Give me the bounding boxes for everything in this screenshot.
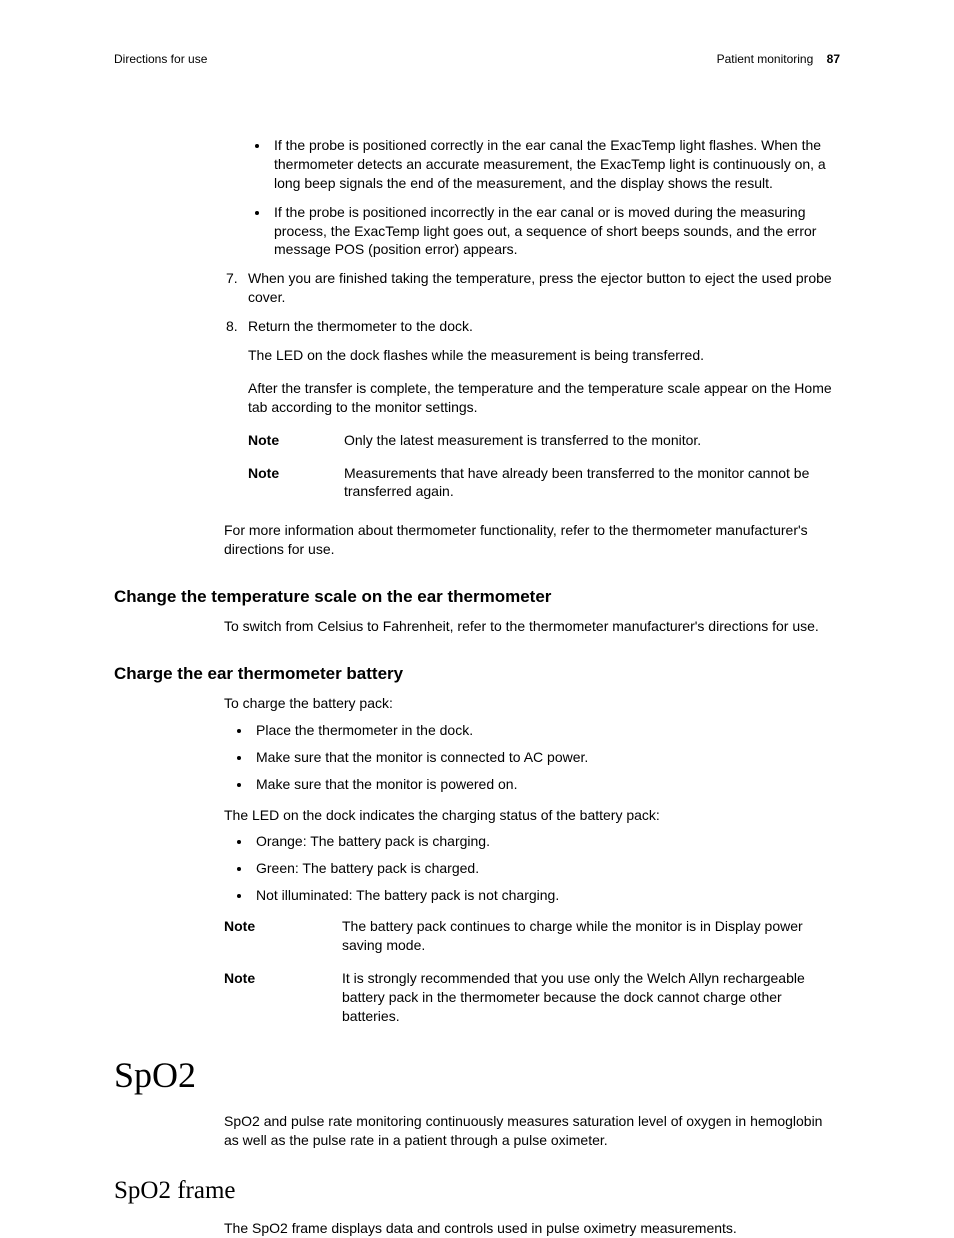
spo2-body: SpO2 and pulse rate monitoring continuou… xyxy=(224,1112,840,1150)
spo2-frame-text: The SpO2 frame displays data and control… xyxy=(224,1219,840,1238)
list-item: Green: The battery pack is charged. xyxy=(252,859,840,878)
step-number: 8. xyxy=(226,317,238,336)
list-item: Make sure that the monitor is connected … xyxy=(252,748,840,767)
step-text: Return the thermometer to the dock. xyxy=(248,318,473,334)
note-text: Only the latest measurement is transferr… xyxy=(344,431,840,450)
charge-intro: To charge the battery pack: xyxy=(224,694,840,713)
note-text: It is strongly recommended that you use … xyxy=(342,969,840,1026)
note-label: Note xyxy=(224,917,342,955)
page-number: 87 xyxy=(827,52,840,66)
note-row: Note The battery pack continues to charg… xyxy=(224,917,840,955)
probe-bullets: If the probe is positioned correctly in … xyxy=(224,136,840,259)
header-right: Patient monitoring 87 xyxy=(717,52,840,66)
charge-body: To charge the battery pack: Place the th… xyxy=(224,694,840,1026)
note-row: Note Only the latest measurement is tran… xyxy=(248,431,840,450)
header-left: Directions for use xyxy=(114,52,207,66)
step-text: When you are finished taking the tempera… xyxy=(248,270,832,305)
numbered-steps: 7. When you are finished taking the temp… xyxy=(224,269,840,336)
change-scale-text: To switch from Celsius to Fahrenheit, re… xyxy=(224,617,840,636)
list-item: If the probe is positioned incorrectly i… xyxy=(270,203,840,260)
note-label: Note xyxy=(224,969,342,1026)
spo2-frame-body: The SpO2 frame displays data and control… xyxy=(224,1219,840,1238)
step-item: 7. When you are finished taking the temp… xyxy=(248,269,840,307)
spo2-frame-heading: SpO2 frame xyxy=(114,1177,840,1205)
list-item: Place the thermometer in the dock. xyxy=(252,721,840,740)
header-section: Patient monitoring xyxy=(717,52,814,66)
more-info-text: For more information about thermometer f… xyxy=(224,521,840,559)
note-text: The battery pack continues to charge whi… xyxy=(342,917,840,955)
spo2-heading: SpO2 xyxy=(114,1054,840,1096)
note-label: Note xyxy=(248,464,344,502)
sub-paragraph: After the transfer is complete, the temp… xyxy=(248,379,840,417)
sub-paragraph: The LED on the dock flashes while the me… xyxy=(248,346,840,365)
change-scale-body: To switch from Celsius to Fahrenheit, re… xyxy=(224,617,840,636)
led-text: The LED on the dock indicates the chargi… xyxy=(224,806,840,825)
list-item: If the probe is positioned correctly in … xyxy=(270,136,840,193)
change-scale-heading: Change the temperature scale on the ear … xyxy=(114,587,840,607)
charge-heading: Charge the ear thermometer battery xyxy=(114,664,840,684)
note-label: Note xyxy=(248,431,344,450)
charge-bullets-2: Orange: The battery pack is charging. Gr… xyxy=(224,832,840,905)
list-item: Make sure that the monitor is powered on… xyxy=(252,775,840,794)
running-header: Directions for use Patient monitoring 87 xyxy=(114,52,840,66)
document-page: Directions for use Patient monitoring 87… xyxy=(0,0,954,1235)
note-text: Measurements that have already been tran… xyxy=(344,464,840,502)
spo2-text: SpO2 and pulse rate monitoring continuou… xyxy=(224,1112,840,1150)
charge-bullets-1: Place the thermometer in the dock. Make … xyxy=(224,721,840,794)
list-item: Not illuminated: The battery pack is not… xyxy=(252,886,840,905)
step-item: 8. Return the thermometer to the dock. xyxy=(248,317,840,336)
list-item: Orange: The battery pack is charging. xyxy=(252,832,840,851)
note-row: Note It is strongly recommended that you… xyxy=(224,969,840,1026)
body-content: If the probe is positioned correctly in … xyxy=(224,136,840,501)
more-info-block: For more information about thermometer f… xyxy=(224,521,840,559)
step-number: 7. xyxy=(226,269,238,288)
note-row: Note Measurements that have already been… xyxy=(248,464,840,502)
